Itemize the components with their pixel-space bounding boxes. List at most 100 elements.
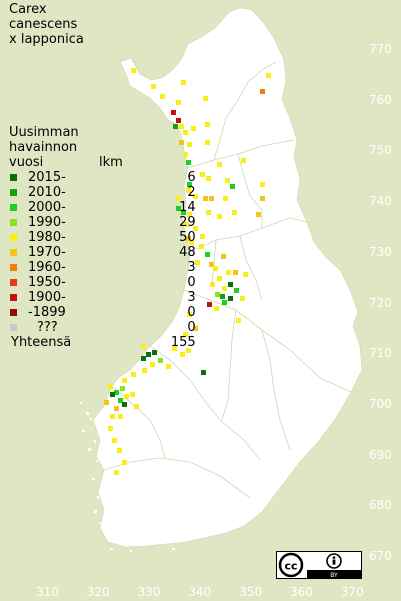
observation-square xyxy=(114,470,119,475)
legend-row: -1899 0 xyxy=(9,305,196,320)
title-line-1: Carex xyxy=(9,2,47,17)
observation-square xyxy=(193,226,198,231)
observation-square xyxy=(171,110,176,115)
observation-square xyxy=(217,214,222,219)
legend-row: ??? 0 xyxy=(9,320,196,335)
observation-square xyxy=(230,184,235,189)
observation-square xyxy=(186,236,191,241)
y-tick-label: 740 xyxy=(369,194,392,209)
x-tick-label: 340 xyxy=(188,585,212,599)
legend-swatch xyxy=(10,249,17,256)
observation-square xyxy=(189,240,194,245)
observation-square xyxy=(112,438,117,443)
observation-square xyxy=(232,210,237,215)
cc-badge-graphic: cc BY xyxy=(277,552,361,579)
observation-square xyxy=(110,414,115,419)
legend-row-count: 0 xyxy=(187,320,196,335)
observation-square xyxy=(186,188,191,193)
observation-square xyxy=(179,140,184,145)
observation-square xyxy=(217,162,222,167)
observation-square xyxy=(118,398,123,403)
observation-square xyxy=(181,80,186,85)
legend-row-label: ??? xyxy=(37,320,58,335)
finland-land xyxy=(92,7,363,548)
observation-square xyxy=(183,130,188,135)
y-tick-label: 730 xyxy=(369,244,392,259)
observation-square xyxy=(234,288,239,293)
legend-row: 2010- 2 xyxy=(9,185,196,200)
legend-row: 1980- 50 xyxy=(9,230,196,245)
x-tick-label: 330 xyxy=(137,585,161,599)
observation-square xyxy=(184,222,189,227)
observation-square xyxy=(221,254,226,259)
observation-square xyxy=(146,352,151,357)
svg-text:cc: cc xyxy=(284,560,297,573)
y-tick-label: 710 xyxy=(369,346,392,361)
observation-square xyxy=(207,302,212,307)
legend-swatch xyxy=(10,294,17,301)
x-tick-label: 370 xyxy=(340,585,364,599)
legend-count-header: lkm xyxy=(99,155,123,170)
observation-square xyxy=(222,300,227,305)
legend-header-3-row: vuosi lkm xyxy=(9,155,123,170)
observation-square xyxy=(183,152,188,157)
legend-row: 1950- 0 xyxy=(9,275,196,290)
observation-square xyxy=(173,124,178,129)
legend-total: Yhteensä 155 xyxy=(9,335,196,351)
observation-square xyxy=(176,196,181,201)
observation-square xyxy=(131,372,136,377)
observation-square xyxy=(151,84,156,89)
cc-by-text: BY xyxy=(330,572,338,578)
observation-square xyxy=(228,282,233,287)
observation-square xyxy=(158,358,163,363)
observation-square xyxy=(217,276,222,281)
observation-square xyxy=(187,212,192,217)
legend-row: 2000- 14 xyxy=(9,200,196,215)
legend-header: Uusimman havainnon vuosi lkm xyxy=(9,125,123,170)
observation-square xyxy=(130,392,135,397)
observation-square xyxy=(193,326,198,331)
legend-header-3: vuosi xyxy=(9,155,44,170)
observation-square xyxy=(120,386,125,391)
legend-row-count: 50 xyxy=(179,230,196,245)
legend-row-count: 48 xyxy=(179,245,196,260)
observation-square xyxy=(205,122,210,127)
legend-row-label: 1970- xyxy=(28,245,66,260)
observation-square xyxy=(206,210,211,215)
observation-square xyxy=(266,73,271,78)
observation-square xyxy=(233,270,238,275)
observation-square xyxy=(241,158,246,163)
observation-square xyxy=(226,270,231,275)
legend-header-2: havainnon xyxy=(9,140,78,155)
title-line-3: x lapponica xyxy=(9,32,84,47)
y-tick-label: 770 xyxy=(369,42,392,56)
legend-row-label: 1960- xyxy=(28,260,66,275)
legend-swatch xyxy=(10,219,17,226)
observation-square xyxy=(141,356,146,361)
legend-swatch xyxy=(10,204,17,211)
y-tick-label: 670 xyxy=(369,549,392,563)
observation-square xyxy=(183,332,188,337)
archipelago xyxy=(80,402,175,552)
region-borders xyxy=(103,61,352,499)
y-tick-label: 680 xyxy=(369,498,392,513)
observation-square xyxy=(193,194,198,199)
legend-swatch xyxy=(10,324,17,331)
observation-square xyxy=(110,392,115,397)
legend-row-label: 1990- xyxy=(28,215,66,230)
observation-square xyxy=(117,448,122,453)
observation-square xyxy=(114,390,119,395)
y-tick-label: 720 xyxy=(369,295,392,310)
observation-square xyxy=(142,368,147,373)
observation-square xyxy=(203,96,208,101)
observation-square xyxy=(199,244,204,249)
observation-square xyxy=(256,212,261,217)
observation-square xyxy=(200,172,205,177)
observation-square xyxy=(180,352,185,357)
x-tick-label: 350 xyxy=(239,585,263,599)
observation-squares xyxy=(104,68,271,475)
observation-square xyxy=(176,100,181,105)
observation-square xyxy=(260,196,265,201)
observation-square xyxy=(209,196,214,201)
